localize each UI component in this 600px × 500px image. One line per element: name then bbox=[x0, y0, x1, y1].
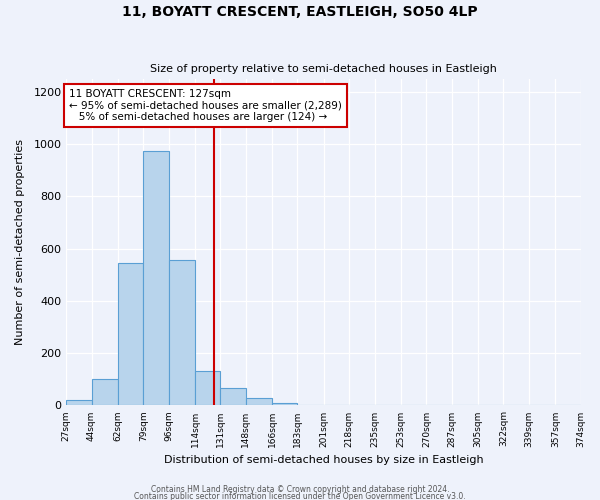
Bar bbox=[195, 372, 220, 406]
Bar bbox=[272, 403, 298, 406]
Bar bbox=[143, 151, 169, 406]
Y-axis label: Number of semi-detached properties: Number of semi-detached properties bbox=[15, 139, 25, 345]
Bar bbox=[245, 398, 272, 406]
Bar bbox=[169, 260, 195, 406]
Text: 11, BOYATT CRESCENT, EASTLEIGH, SO50 4LP: 11, BOYATT CRESCENT, EASTLEIGH, SO50 4LP bbox=[122, 5, 478, 19]
Title: Size of property relative to semi-detached houses in Eastleigh: Size of property relative to semi-detach… bbox=[150, 64, 497, 74]
Bar bbox=[220, 388, 245, 406]
Text: 11 BOYATT CRESCENT: 127sqm
← 95% of semi-detached houses are smaller (2,289)
   : 11 BOYATT CRESCENT: 127sqm ← 95% of semi… bbox=[69, 88, 342, 122]
Bar bbox=[67, 400, 92, 406]
Bar bbox=[118, 263, 143, 406]
Text: Contains HM Land Registry data © Crown copyright and database right 2024.: Contains HM Land Registry data © Crown c… bbox=[151, 486, 449, 494]
Text: Contains public sector information licensed under the Open Government Licence v3: Contains public sector information licen… bbox=[134, 492, 466, 500]
X-axis label: Distribution of semi-detached houses by size in Eastleigh: Distribution of semi-detached houses by … bbox=[164, 455, 483, 465]
Bar bbox=[92, 380, 118, 406]
